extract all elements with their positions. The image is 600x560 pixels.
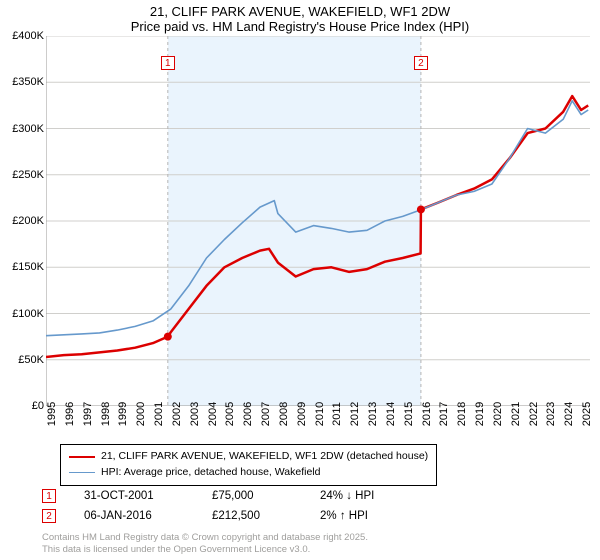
marker-row: 1 31-OCT-2001 £75,000 24% ↓ HPI: [42, 486, 374, 506]
x-tick-label: 2022: [528, 402, 530, 426]
x-tick-label: 2010: [314, 402, 316, 426]
x-tick-label: 2018: [456, 402, 458, 426]
x-tick-label: 2000: [135, 402, 137, 426]
x-tick-label: 2016: [421, 402, 423, 426]
x-tick-label: 2014: [385, 402, 387, 426]
x-tick-label: 2019: [474, 402, 476, 426]
y-tick-label: £150K: [0, 261, 44, 273]
y-tick-label: £350K: [0, 76, 44, 88]
marker-price: £212,500: [212, 510, 292, 522]
marker-number: 1: [42, 489, 56, 503]
plot-area: £0£50K£100K£150K£200K£250K£300K£350K£400…: [46, 36, 590, 406]
x-tick-label: 2020: [492, 402, 494, 426]
legend-label: HPI: Average price, detached house, Wake…: [101, 465, 320, 481]
marker-hpi-delta: 2% ↑ HPI: [320, 510, 368, 522]
x-tick-label: 2009: [296, 402, 298, 426]
x-tick-label: 1996: [64, 402, 66, 426]
x-tick-label: 2023: [545, 402, 547, 426]
legend-label: 21, CLIFF PARK AVENUE, WAKEFIELD, WF1 2D…: [101, 449, 428, 465]
x-tick-label: 2003: [189, 402, 191, 426]
x-tick-label: 1995: [46, 402, 48, 426]
y-tick-label: £200K: [0, 215, 44, 227]
y-tick-label: £300K: [0, 123, 44, 135]
marker-row: 2 06-JAN-2016 £212,500 2% ↑ HPI: [42, 506, 374, 526]
x-tick-label: 2012: [349, 402, 351, 426]
x-tick-label: 1998: [100, 402, 102, 426]
x-tick-label: 2005: [224, 402, 226, 426]
y-tick-label: £100K: [0, 308, 44, 320]
attribution: Contains HM Land Registry data © Crown c…: [42, 532, 368, 556]
x-tick-label: 2011: [331, 402, 333, 426]
y-tick-label: £250K: [0, 169, 44, 181]
legend: 21, CLIFF PARK AVENUE, WAKEFIELD, WF1 2D…: [60, 444, 437, 486]
x-tick-label: 1997: [82, 402, 84, 426]
marker-number: 2: [42, 509, 56, 523]
legend-row: HPI: Average price, detached house, Wake…: [69, 465, 428, 481]
x-tick-label: 2025: [581, 402, 583, 426]
attribution-line-1: Contains HM Land Registry data © Crown c…: [42, 532, 368, 544]
x-tick-label: 2024: [563, 402, 565, 426]
chart-marker-flag: 2: [414, 56, 428, 70]
x-tick-label: 1999: [117, 402, 119, 426]
x-tick-label: 2002: [171, 402, 173, 426]
chart-container: 21, CLIFF PARK AVENUE, WAKEFIELD, WF1 2D…: [0, 0, 600, 560]
marker-date: 31-OCT-2001: [84, 490, 184, 502]
y-tick-label: £0: [0, 400, 44, 412]
x-tick-label: 2001: [153, 402, 155, 426]
chart-marker-flag: 1: [161, 56, 175, 70]
y-tick-label: £400K: [0, 30, 44, 42]
x-tick-label: 2015: [403, 402, 405, 426]
marker-date: 06-JAN-2016: [84, 510, 184, 522]
marker-hpi-delta: 24% ↓ HPI: [320, 490, 374, 502]
marker-table: 1 31-OCT-2001 £75,000 24% ↓ HPI 2 06-JAN-2016…: [42, 486, 374, 526]
y-tick-label: £50K: [0, 354, 44, 366]
x-tick-label: 2006: [242, 402, 244, 426]
x-tick-label: 2004: [207, 402, 209, 426]
x-tick-label: 2008: [278, 402, 280, 426]
plot-svg: [46, 36, 590, 406]
x-tick-label: 2017: [438, 402, 440, 426]
marker-price: £75,000: [212, 490, 292, 502]
legend-row: 21, CLIFF PARK AVENUE, WAKEFIELD, WF1 2D…: [69, 449, 428, 465]
title-block: 21, CLIFF PARK AVENUE, WAKEFIELD, WF1 2D…: [0, 0, 600, 36]
title-line-2: Price paid vs. HM Land Registry's House …: [0, 19, 600, 34]
x-tick-label: 2007: [260, 402, 262, 426]
x-tick-label: 2013: [367, 402, 369, 426]
title-line-1: 21, CLIFF PARK AVENUE, WAKEFIELD, WF1 2D…: [0, 4, 600, 19]
attribution-line-2: This data is licensed under the Open Gov…: [42, 544, 368, 556]
legend-swatch: [69, 456, 95, 458]
legend-swatch: [69, 472, 95, 473]
x-tick-label: 2021: [510, 402, 512, 426]
